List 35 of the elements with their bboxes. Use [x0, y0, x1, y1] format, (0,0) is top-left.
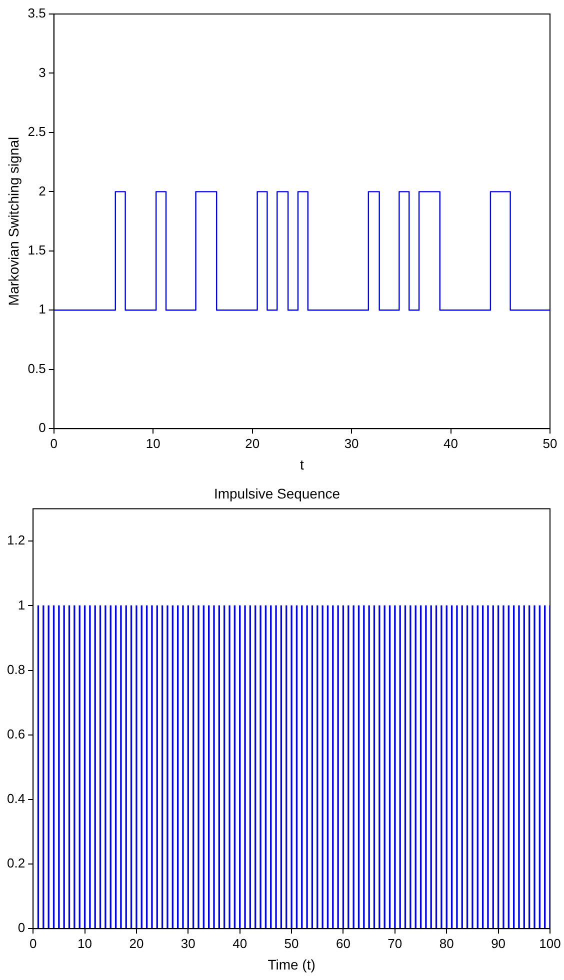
y-tick-label: 0	[18, 920, 26, 936]
x-axis-title: Time (t)	[268, 956, 316, 972]
y-axis-title: Markovian Switching signal	[5, 136, 22, 306]
y-tick-label: 0.2	[6, 856, 26, 871]
y-tick-label: 1.2	[6, 532, 26, 548]
x-tick-label: 10	[146, 436, 160, 451]
y-tick-label: 1	[38, 302, 46, 317]
y-tick-label: 2.5	[28, 124, 46, 140]
chart-title: Impulsive Sequence	[214, 485, 340, 502]
x-tick-label: 30	[344, 436, 359, 451]
x-axis-title: t	[300, 456, 304, 472]
y-tick-label: 1	[18, 597, 26, 612]
x-tick-label: 60	[336, 936, 350, 951]
x-tick-label: 20	[245, 436, 260, 451]
y-tick-label: 0.5	[28, 360, 46, 376]
y-tick-label: 0	[38, 420, 46, 436]
y-tick-label: 0.6	[6, 726, 26, 742]
y-tick-label: 3	[38, 64, 46, 80]
x-tick-label: 20	[129, 936, 144, 951]
x-tick-label: 30	[180, 936, 196, 951]
y-tick-label: 0.8	[6, 662, 26, 677]
x-tick-label: 0	[50, 436, 58, 451]
y-tick-label: 1.5	[28, 242, 46, 258]
y-tick-label: 3.5	[28, 6, 46, 21]
y-tick-label: 2	[38, 183, 46, 198]
x-tick-label: 40	[232, 936, 248, 951]
x-tick-label: 90	[491, 936, 506, 951]
x-tick-label: 50	[284, 936, 299, 951]
x-tick-label: 40	[444, 436, 458, 451]
x-tick-label: 10	[78, 936, 92, 951]
y-tick-label: 0.4	[6, 791, 26, 806]
x-tick-label: 70	[388, 936, 402, 951]
x-tick-label: 100	[539, 936, 561, 951]
x-tick-label: 80	[439, 936, 454, 951]
x-tick-label: 50	[542, 436, 558, 451]
